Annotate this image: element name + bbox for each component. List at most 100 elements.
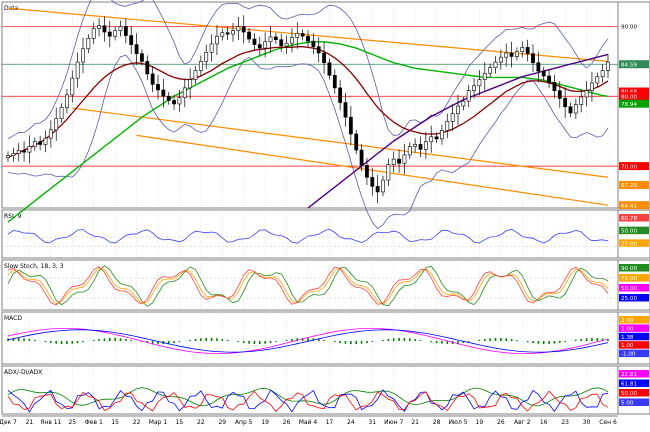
indicator-badge <box>619 214 649 222</box>
price-badge <box>619 201 649 210</box>
price-axis-label: 64.41 <box>621 203 637 209</box>
candle-body <box>456 105 460 115</box>
candle-body <box>520 47 525 52</box>
indicator-axis-label: 50.00 <box>621 229 637 235</box>
candle-body <box>290 37 294 44</box>
candle-body <box>166 95 171 101</box>
price-axis-label: 80.00 <box>621 94 637 100</box>
rsi-line <box>7 228 609 244</box>
panel-frame <box>1 311 619 365</box>
candle-body <box>220 32 225 37</box>
candle-body <box>407 146 412 156</box>
indicator-axis-label: 90.00 <box>621 266 637 272</box>
candle-body <box>338 87 343 103</box>
candle-body <box>573 104 578 114</box>
candle-body <box>156 84 160 91</box>
candle-body <box>16 150 21 154</box>
candle-body <box>273 36 278 41</box>
price-axis-label: 70.00 <box>621 164 637 170</box>
candle-body <box>332 75 337 89</box>
indicator-badge <box>619 389 649 397</box>
x-tick-label: Янв 11 <box>40 419 61 426</box>
x-tick-label: 29 <box>218 419 226 426</box>
indicator-axis-label: 1.00 <box>621 343 634 349</box>
panel-title: RSI, 9 <box>4 213 22 220</box>
price-badge <box>619 87 649 96</box>
candle-body <box>595 76 600 84</box>
indicator-axis-label: 60.78 <box>621 216 637 222</box>
panel-frame <box>1 365 619 415</box>
price-axis-label: 67.29 <box>621 183 637 189</box>
price-badge <box>619 60 649 69</box>
candle-body <box>48 129 53 139</box>
lower-band <box>7 54 609 230</box>
candle-body <box>6 155 10 159</box>
x-tick-label: 31 <box>368 419 376 426</box>
indicator-badge <box>619 379 649 387</box>
candle-body <box>568 106 573 114</box>
candle-body <box>402 154 407 164</box>
candle-body <box>584 90 589 98</box>
candle-body <box>557 90 562 99</box>
candle-body <box>193 70 198 80</box>
candle-body <box>161 89 166 97</box>
candle-body <box>225 32 230 35</box>
candle-body <box>536 62 541 72</box>
candle-body <box>279 39 284 47</box>
candle-body <box>515 51 519 57</box>
indicator-badge <box>619 226 649 235</box>
indicator-axis-label: 61.81 <box>621 382 637 388</box>
price-axis-label: 84.59 <box>621 62 637 68</box>
candle-body <box>257 44 262 49</box>
indicator-badge <box>619 370 649 378</box>
candle-body <box>102 25 107 33</box>
indicator-badge <box>619 349 649 358</box>
stoch-k-line <box>7 266 609 306</box>
candle-body <box>327 62 332 76</box>
candle-body <box>423 141 428 150</box>
candle-body <box>123 26 128 36</box>
indicator-axis-label: 22.81 <box>621 372 637 378</box>
indicator-badge <box>619 316 649 324</box>
x-tick-label: Мар 1 <box>149 419 168 426</box>
indicator-badge <box>619 341 649 349</box>
candle-body <box>59 107 64 119</box>
candle-body <box>563 98 568 108</box>
candle-body <box>241 26 246 33</box>
adx-line <box>7 387 609 407</box>
candle-body <box>97 25 101 29</box>
x-tick-label: 21 <box>26 419 34 426</box>
x-tick-label: 16 <box>540 419 548 426</box>
candle-body <box>75 61 80 79</box>
candle-body <box>477 79 482 87</box>
candle-body <box>531 53 535 64</box>
candle-body <box>600 70 605 78</box>
x-tick-label: Июл 5 <box>448 419 467 426</box>
candle-body <box>247 31 251 40</box>
candle-body <box>177 97 182 105</box>
x-tick-label: 22 <box>197 419 205 426</box>
candle-body <box>182 87 187 98</box>
candle-body <box>461 100 466 107</box>
indicator-badge <box>619 324 649 332</box>
candle-body <box>107 31 112 37</box>
candle-body <box>134 44 139 54</box>
x-tick-label: 23 <box>561 419 569 426</box>
candle-body <box>397 158 401 164</box>
candle-body <box>198 61 203 71</box>
x-tick-label: Сен 6 <box>599 419 617 426</box>
x-tick-label: 21 <box>411 419 419 426</box>
x-tick-label: Авг 2 <box>514 419 531 426</box>
candle-body <box>322 52 326 64</box>
stoch-d-line <box>7 265 609 307</box>
candle-body <box>541 70 546 77</box>
indicator-axis-label: 2.00 <box>621 318 634 324</box>
upper-band <box>7 0 609 140</box>
indicator-axis-label: 25.00 <box>621 241 637 247</box>
x-tick-label: 24 <box>347 419 355 426</box>
candle-body <box>348 116 353 135</box>
indicator-axis-label: 1.38 <box>621 335 634 341</box>
candle-body <box>70 77 75 96</box>
candle-body <box>365 165 369 178</box>
